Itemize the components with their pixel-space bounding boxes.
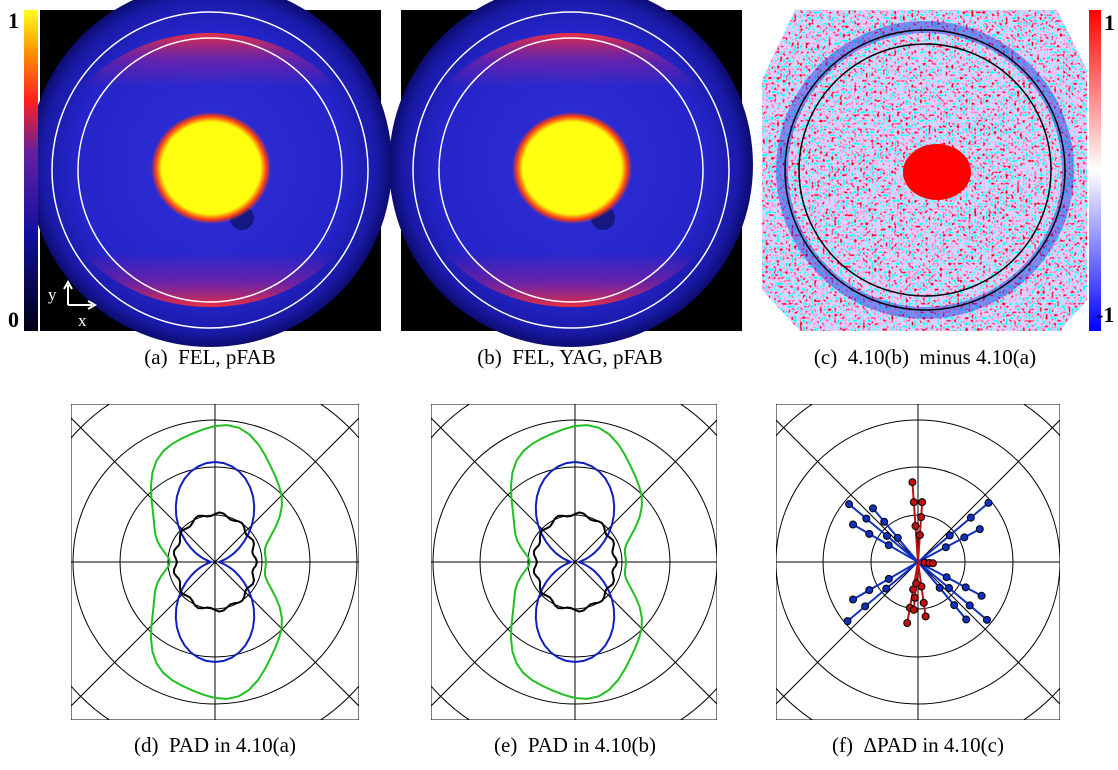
ring [776,21,1074,319]
spoke-point [884,574,893,583]
spoke-point [849,520,858,529]
spoke-point [961,583,970,592]
ring [77,37,343,303]
spoke-point [975,525,984,534]
spoke-point [935,583,944,592]
spoke-point [945,584,954,593]
colorbar-max: 1 [8,8,19,33]
spoke-point [869,504,878,513]
pad-curve [149,424,283,700]
spoke-point [862,514,871,523]
spoke-point [950,601,959,610]
spoke-point [919,598,928,607]
spoke-point [966,513,975,522]
colorbar [1089,10,1101,331]
grid-line [71,417,359,707]
spoke-point [880,517,889,526]
spoke-point [962,615,971,624]
ring [798,43,1052,297]
polar-grid [431,404,717,720]
pad-curve [172,511,259,613]
spoke-point [843,617,852,626]
diff-spot [903,144,971,200]
spoke-point [945,531,954,540]
colorbar-max: 1 [1104,10,1115,35]
spoke-point [908,478,917,487]
spoke-point [912,579,921,588]
spoke-point [984,498,993,507]
axis-indicator [63,279,98,310]
spoke-point [918,498,927,507]
spoke-point [942,573,951,582]
spoke-point [915,531,924,540]
detector-images [28,0,1087,347]
axis-label: y [48,285,57,304]
difference-image [762,10,1087,331]
spoke-point [909,498,918,507]
caption: (b) FEL, YAG, pFAB [477,345,663,369]
axis-arrows [67,285,92,306]
beam-spot [151,112,271,224]
spoke [917,502,990,563]
pad-curve [534,461,616,664]
polar-grid [71,404,359,720]
spoke-point [865,586,874,595]
spoke-point [911,522,920,531]
caption: (c) 4.10(b) minus 4.10(a) [814,345,1036,369]
spoke-point [960,533,969,542]
polar-grid [776,404,1060,720]
spoke-point [982,615,991,624]
ring [784,29,1066,311]
pad-curve [509,424,643,700]
spoke-point [965,601,974,610]
spoke [917,561,988,621]
spoke-point [865,529,874,538]
colorbar-min: -1 [1096,302,1114,327]
colorbar [24,10,38,331]
spoke [846,561,919,622]
spoke-point [917,513,926,522]
spoke-point [909,605,918,614]
detector-image [389,0,753,347]
axis-label: x [78,311,87,330]
caption: (f) ΔPAD in 4.10(c) [832,733,1004,757]
spoke-point [928,559,937,568]
spoke-point [849,595,858,604]
grid-line [431,419,717,707]
spoke-point [861,602,870,611]
ring [412,11,730,329]
pad-curve [174,461,256,664]
colorbar-min: 0 [8,307,19,332]
spoke-point [893,533,902,542]
ring [51,11,369,329]
pad-curve [532,511,619,613]
spoke [848,503,919,563]
spoke-point [882,531,891,540]
spoke-point [884,541,893,550]
detector-image [28,0,392,347]
spoke-point [845,500,854,509]
spoke-point [903,619,912,628]
arrowheads [63,279,98,310]
spoke-point [941,543,950,552]
ring [438,37,704,303]
spoke-point [882,584,891,593]
beam-spot [512,112,632,224]
caption: (a) FEL, pFAB [144,345,275,369]
caption: (e) PAD in 4.10(b) [494,733,656,757]
spoke [911,482,919,563]
spoke-point [977,591,986,600]
polar-plots [71,404,1060,720]
caption: (d) PAD in 4.10(a) [134,733,296,757]
spoke-point [921,612,930,621]
spoke-point [910,593,919,602]
